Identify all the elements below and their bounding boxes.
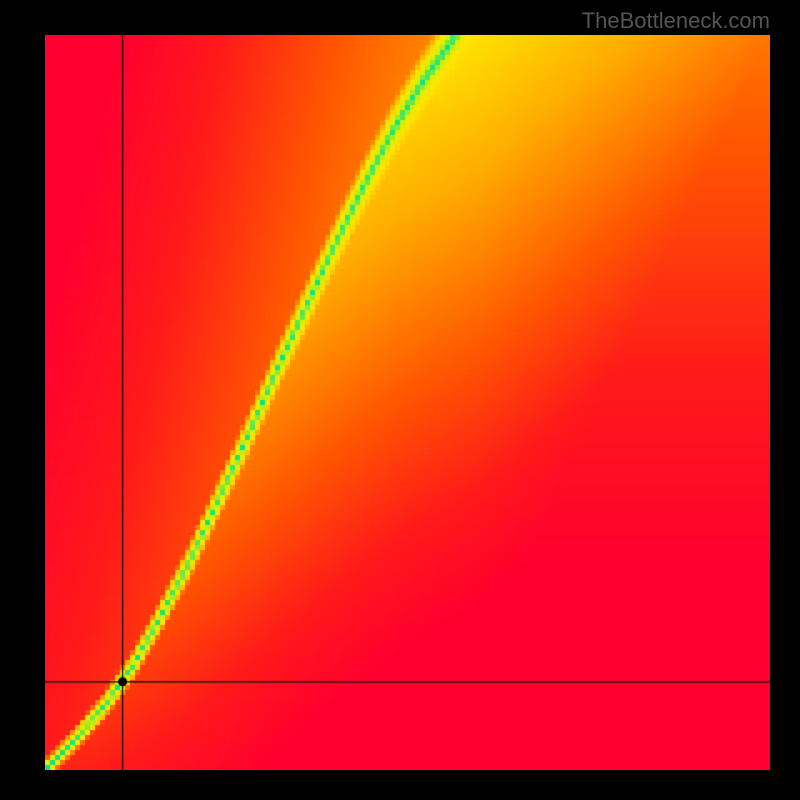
chart-container: TheBottleneck.com — [0, 0, 800, 800]
bottleneck-heatmap — [45, 35, 770, 770]
watermark-text: TheBottleneck.com — [582, 8, 770, 34]
